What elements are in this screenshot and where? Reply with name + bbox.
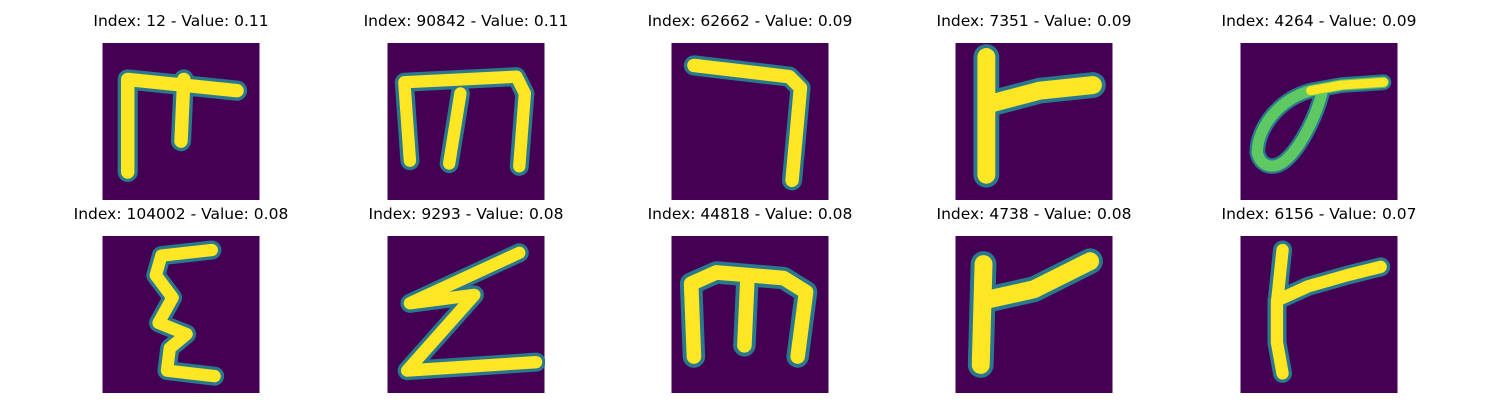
glyph-image (955, 43, 1113, 200)
cell-title: Index: 12 - Value: 0.11 (93, 12, 269, 30)
cell-title: Index: 4738 - Value: 0.08 (936, 205, 1132, 223)
image-cell: Index: 6156 - Value: 0.07 (1199, 202, 1439, 393)
glyph-image (671, 43, 829, 200)
glyph-image (387, 236, 545, 393)
image-cell: Index: 90842 - Value: 0.11 (346, 9, 586, 200)
image-cell: Index: 9293 - Value: 0.08 (346, 202, 586, 393)
image-cell: Index: 104002 - Value: 0.08 (61, 202, 301, 393)
image-cell: Index: 4738 - Value: 0.08 (914, 202, 1154, 393)
glyph-image (671, 236, 829, 393)
cell-title: Index: 44818 - Value: 0.08 (647, 205, 853, 223)
image-cell: Index: 12 - Value: 0.11 (61, 9, 301, 200)
cell-title: Index: 6156 - Value: 0.07 (1221, 205, 1417, 223)
image-cell: Index: 44818 - Value: 0.08 (630, 202, 870, 393)
image-cell: Index: 62662 - Value: 0.09 (630, 9, 870, 200)
cell-title: Index: 4264 - Value: 0.09 (1221, 12, 1417, 30)
glyph-image (102, 236, 260, 393)
image-cell: Index: 7351 - Value: 0.09 (914, 9, 1154, 200)
cell-title: Index: 7351 - Value: 0.09 (936, 12, 1132, 30)
glyph-image (387, 43, 545, 200)
cell-title: Index: 90842 - Value: 0.11 (363, 12, 569, 30)
glyph-image (955, 236, 1113, 393)
image-cell: Index: 4264 - Value: 0.09 (1199, 9, 1439, 200)
cell-title: Index: 9293 - Value: 0.08 (368, 205, 564, 223)
glyph-image (1240, 43, 1398, 200)
cell-title: Index: 104002 - Value: 0.08 (73, 205, 289, 223)
cell-title: Index: 62662 - Value: 0.09 (647, 12, 853, 30)
glyph-image (102, 43, 260, 200)
glyph-image (1240, 236, 1398, 393)
